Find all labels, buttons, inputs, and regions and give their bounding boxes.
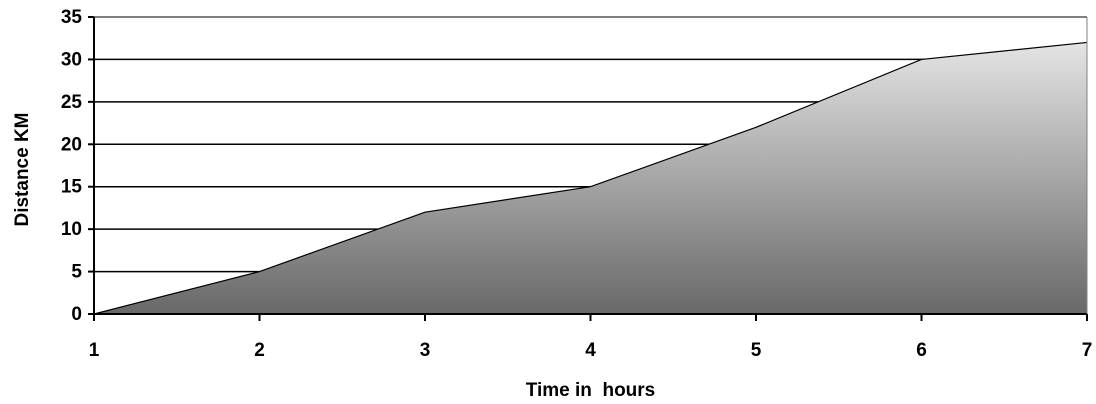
y-tick-label-35: 35 <box>61 7 83 28</box>
x-tick-label-4: 4 <box>585 340 596 361</box>
x-axis-title: Time in hours <box>526 380 656 401</box>
y-axis-title: Distance KM <box>12 112 33 226</box>
area-fill <box>94 42 1087 314</box>
axes <box>88 16 1088 321</box>
y-tick-label-30: 30 <box>61 49 82 70</box>
y-tick-label-10: 10 <box>61 219 82 240</box>
series-area <box>93 41 1088 315</box>
x-tick-label-5: 5 <box>751 340 762 361</box>
y-tick-labels: 0 5 10 15 20 25 30 35 <box>61 7 83 325</box>
area-top-line <box>93 41 1088 315</box>
y-tick-label-5: 5 <box>71 262 82 283</box>
x-tick-label-3: 3 <box>420 340 431 361</box>
y-tick-label-0: 0 <box>71 304 82 325</box>
x-tick-label-7: 7 <box>1082 340 1093 361</box>
y-tick-label-15: 15 <box>61 177 83 198</box>
x-tick-label-2: 2 <box>254 340 265 361</box>
x-tick-label-1: 1 <box>89 340 100 361</box>
x-tick-label-6: 6 <box>916 340 927 361</box>
x-tick-labels: 1 2 3 4 5 6 7 <box>89 340 1093 361</box>
y-tick-label-25: 25 <box>61 92 83 113</box>
y-tick-label-20: 20 <box>61 134 82 155</box>
